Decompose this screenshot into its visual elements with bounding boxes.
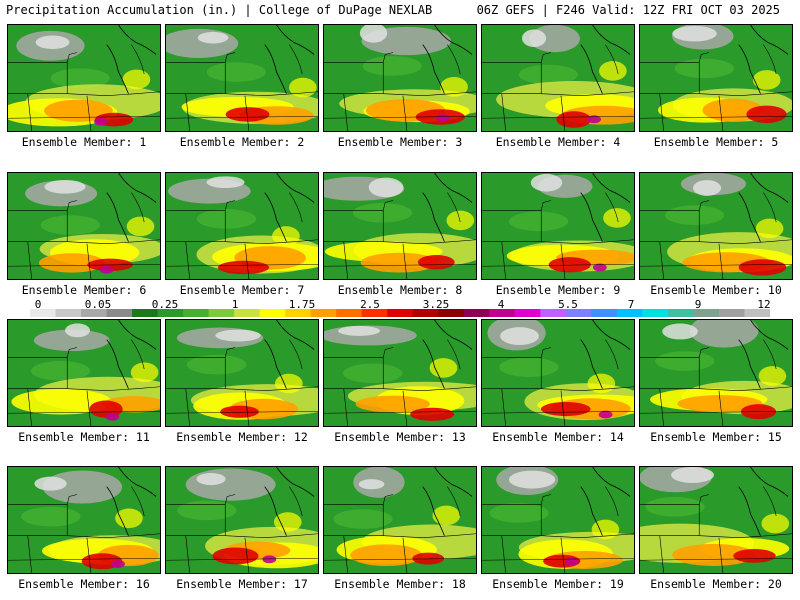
colorbar-swatch: [259, 309, 286, 317]
ensemble-member-label: Ensemble Member: 14: [492, 430, 624, 444]
ensemble-member-label: Ensemble Member: 18: [334, 577, 466, 591]
colorbar-swatch: [718, 309, 745, 317]
colorbar-swatch: [30, 309, 57, 317]
colorbar-tick-label: 2.5: [360, 298, 380, 311]
colorbar-swatch: [106, 309, 133, 317]
precip-map: [639, 319, 793, 427]
precip-map: [323, 466, 477, 574]
precip-map: [639, 172, 793, 280]
colorbar-swatch: [336, 309, 363, 317]
colorbar-swatch: [81, 309, 108, 317]
ensemble-member-label: Ensemble Member: 3: [337, 135, 463, 149]
colorbar-swatch: [132, 309, 159, 317]
precip-map: [639, 24, 793, 132]
ensemble-member-label: Ensemble Member: 12: [176, 430, 308, 444]
ensemble-member-label: Ensemble Member: 15: [650, 430, 782, 444]
colorbar-tick-label: 0.25: [151, 298, 179, 311]
precip-map: [481, 319, 635, 427]
colorbar-tick-label: 0: [34, 298, 42, 311]
ensemble-member-label: Ensemble Member: 11: [18, 430, 150, 444]
precip-map: [165, 466, 319, 574]
ensemble-grid: Ensemble Member: 1 Ensemble Member: 2 Ense…: [7, 24, 793, 596]
colorbar-legend: 0 0.05 0.25 1 1.75 2.5 3.25 4 5.5 7 9 12: [30, 298, 771, 319]
colorbar-swatch: [55, 309, 82, 317]
ensemble-member-label: Ensemble Member: 2: [179, 135, 305, 149]
colorbar-strip: [30, 309, 770, 317]
ensemble-member-label: Ensemble Member: 17: [176, 577, 308, 591]
colorbar-swatch: [514, 309, 541, 317]
colorbar-swatch: [463, 309, 490, 317]
colorbar-tick-label: 12: [757, 298, 771, 311]
colorbar-swatch: [310, 309, 337, 317]
colorbar-swatch: [693, 309, 720, 317]
precip-map: [481, 24, 635, 132]
colorbar-swatch: [412, 309, 439, 317]
precip-map: [323, 319, 477, 427]
colorbar-tick-label: 1.75: [288, 298, 316, 311]
ensemble-member-label: Ensemble Member: 8: [337, 283, 463, 297]
colorbar-swatch: [285, 309, 312, 317]
colorbar-tick-label: 1: [231, 298, 239, 311]
precip-map: [323, 172, 477, 280]
precip-map: [7, 24, 161, 132]
colorbar-swatch: [208, 309, 235, 317]
ensemble-member-label: Ensemble Member: 9: [495, 283, 621, 297]
colorbar-swatch: [438, 309, 465, 317]
precip-map: [165, 24, 319, 132]
colorbar-tick-label: 9: [694, 298, 702, 311]
colorbar-swatch: [565, 309, 592, 317]
colorbar-tick-label: 0.05: [84, 298, 112, 311]
precip-map: [7, 466, 161, 574]
precip-map: [165, 319, 319, 427]
ensemble-member-label: Ensemble Member: 20: [650, 577, 782, 591]
colorbar-swatch: [387, 309, 414, 317]
colorbar-swatch: [157, 309, 184, 317]
colorbar-swatch: [489, 309, 516, 317]
colorbar-swatch: [234, 309, 261, 317]
ensemble-member-label: Ensemble Member: 10: [650, 283, 782, 297]
precip-map: [7, 319, 161, 427]
colorbar-swatch: [183, 309, 210, 317]
precip-map: [7, 172, 161, 280]
colorbar-swatch: [667, 309, 694, 317]
ensemble-member-label: Ensemble Member: 6: [21, 283, 147, 297]
precip-map: [481, 466, 635, 574]
ensemble-member-label: Ensemble Member: 7: [179, 283, 305, 297]
colorbar-swatch: [616, 309, 643, 317]
precip-map: [323, 24, 477, 132]
model-valid-time: 06Z GEFS | F246 Valid: 12Z FRI OCT 03 20…: [476, 3, 780, 17]
ensemble-member-label: Ensemble Member: 13: [334, 430, 466, 444]
colorbar-tick-label: 4: [497, 298, 505, 311]
ensemble-member-label: Ensemble Member: 16: [18, 577, 150, 591]
colorbar-swatch: [642, 309, 669, 317]
colorbar-tick-label: 5.5: [558, 298, 578, 311]
precip-map: [165, 172, 319, 280]
precip-map: [481, 172, 635, 280]
colorbar-swatch: [591, 309, 618, 317]
ensemble-member-label: Ensemble Member: 5: [653, 135, 779, 149]
map-title: Precipitation Accumulation (in.) | Colle…: [6, 3, 433, 17]
ensemble-member-label: Ensemble Member: 1: [21, 135, 147, 149]
colorbar-swatch: [361, 309, 388, 317]
colorbar-tick-label: 7: [627, 298, 635, 311]
colorbar-swatch: [744, 309, 770, 317]
ensemble-member-label: Ensemble Member: 4: [495, 135, 621, 149]
colorbar-tick-label: 3.25: [422, 298, 450, 311]
ensemble-member-label: Ensemble Member: 19: [492, 577, 624, 591]
precip-map: [639, 466, 793, 574]
colorbar-swatch: [540, 309, 567, 317]
